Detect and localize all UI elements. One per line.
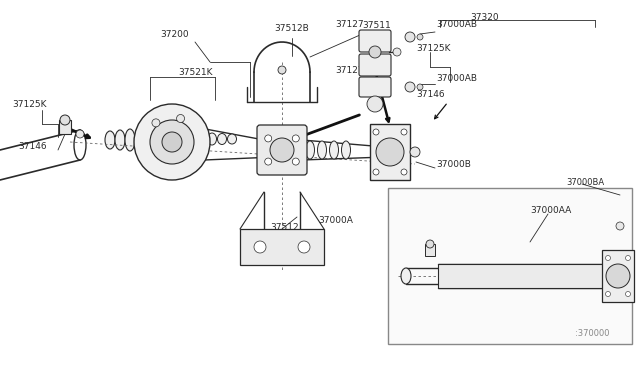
- Circle shape: [60, 115, 70, 125]
- Ellipse shape: [401, 268, 411, 284]
- Ellipse shape: [218, 134, 227, 144]
- Text: 37000A: 37000A: [318, 215, 353, 224]
- FancyBboxPatch shape: [602, 250, 634, 302]
- Circle shape: [393, 48, 401, 56]
- Text: 37320: 37320: [470, 13, 499, 22]
- Circle shape: [270, 138, 294, 162]
- Circle shape: [373, 169, 379, 175]
- Text: 37512: 37512: [270, 222, 299, 231]
- Circle shape: [292, 135, 300, 142]
- Circle shape: [76, 130, 84, 138]
- Ellipse shape: [115, 130, 125, 150]
- Circle shape: [606, 264, 630, 288]
- Circle shape: [405, 82, 415, 92]
- Text: 37127: 37127: [335, 65, 364, 74]
- Circle shape: [625, 256, 630, 260]
- Ellipse shape: [125, 129, 135, 151]
- Circle shape: [417, 84, 423, 90]
- Ellipse shape: [105, 131, 115, 149]
- Circle shape: [410, 147, 420, 157]
- Circle shape: [605, 292, 611, 296]
- Circle shape: [278, 66, 286, 74]
- Text: 37511: 37511: [362, 20, 391, 29]
- Circle shape: [150, 120, 194, 164]
- Ellipse shape: [305, 141, 314, 159]
- Ellipse shape: [317, 141, 326, 159]
- Circle shape: [625, 292, 630, 296]
- Circle shape: [369, 46, 381, 58]
- Bar: [240, 229, 324, 265]
- FancyBboxPatch shape: [257, 125, 307, 175]
- Circle shape: [616, 222, 624, 230]
- Text: 37200: 37200: [160, 29, 189, 38]
- Text: 37127: 37127: [335, 19, 364, 29]
- Text: 37146: 37146: [416, 90, 445, 99]
- Ellipse shape: [135, 128, 145, 152]
- Circle shape: [162, 132, 182, 152]
- Ellipse shape: [330, 141, 339, 159]
- Text: 37000AB: 37000AB: [436, 74, 477, 83]
- Ellipse shape: [74, 130, 86, 160]
- Circle shape: [417, 34, 423, 40]
- Circle shape: [254, 241, 266, 253]
- Circle shape: [177, 115, 184, 122]
- Circle shape: [265, 158, 272, 165]
- Ellipse shape: [145, 127, 155, 153]
- FancyBboxPatch shape: [359, 54, 391, 76]
- Circle shape: [605, 256, 611, 260]
- Circle shape: [401, 129, 407, 135]
- Circle shape: [265, 135, 272, 142]
- Text: 37000B: 37000B: [436, 160, 471, 169]
- Ellipse shape: [207, 133, 216, 145]
- Ellipse shape: [188, 132, 196, 146]
- Circle shape: [401, 169, 407, 175]
- Circle shape: [134, 104, 210, 180]
- FancyBboxPatch shape: [359, 30, 391, 52]
- FancyBboxPatch shape: [359, 77, 391, 97]
- FancyBboxPatch shape: [370, 124, 410, 180]
- Text: 37125K: 37125K: [12, 99, 47, 109]
- Text: 37000BA: 37000BA: [566, 177, 604, 186]
- Text: 37000AA: 37000AA: [530, 205, 572, 215]
- Circle shape: [373, 129, 379, 135]
- Ellipse shape: [342, 141, 351, 159]
- Bar: [388, 188, 632, 344]
- Ellipse shape: [198, 132, 207, 145]
- Circle shape: [426, 240, 434, 248]
- Circle shape: [367, 96, 383, 112]
- Text: 37521K: 37521K: [178, 67, 212, 77]
- Text: :370000: :370000: [575, 330, 609, 339]
- Text: 37146: 37146: [18, 141, 47, 151]
- Circle shape: [152, 119, 160, 127]
- Text: 37000AB: 37000AB: [436, 19, 477, 29]
- Circle shape: [376, 138, 404, 166]
- Bar: [425, 244, 435, 256]
- Circle shape: [298, 241, 310, 253]
- Circle shape: [292, 158, 300, 165]
- Bar: [59, 120, 71, 134]
- Text: 37512B: 37512B: [274, 23, 308, 32]
- Ellipse shape: [227, 134, 237, 144]
- Circle shape: [405, 32, 415, 42]
- Polygon shape: [438, 264, 603, 288]
- Text: 37125K: 37125K: [416, 44, 451, 52]
